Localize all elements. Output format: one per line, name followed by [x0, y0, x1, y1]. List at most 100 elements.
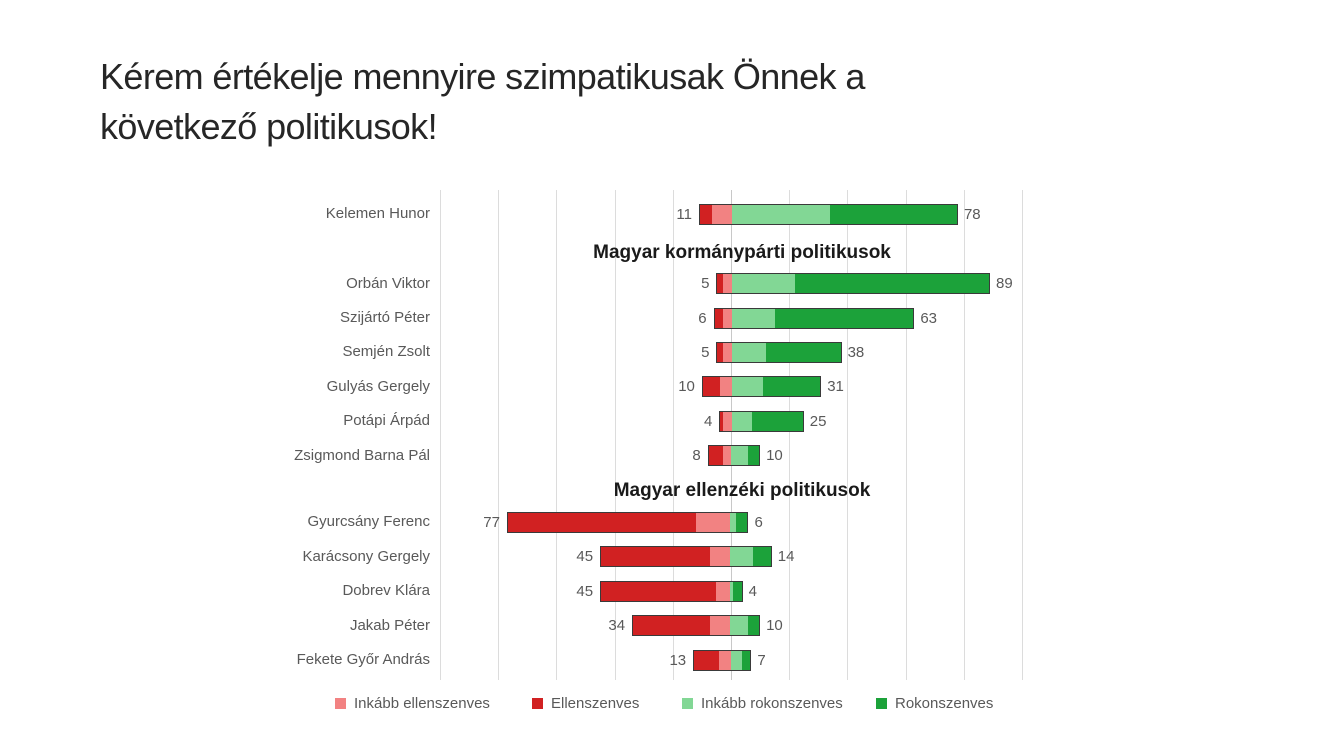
segment-inkabb-rokonszenves	[730, 547, 754, 566]
segment-inkabb-rokonszenves	[731, 204, 830, 224]
segment-rokonszenves	[751, 411, 803, 431]
segment-inkabb-rokonszenves	[730, 650, 742, 670]
segment-rokonszenves	[753, 547, 771, 566]
gridline	[672, 190, 674, 680]
category-label: Zsigmond Barna Pál	[294, 446, 430, 464]
section-header: Magyar kormánypárti politikusok	[593, 242, 891, 263]
value-label-positive: 10	[766, 447, 783, 465]
category-label: Gyurcsány Ferenc	[307, 513, 430, 530]
segment-ellenszenves	[720, 411, 724, 431]
segment-inkabb-rokonszenves	[731, 446, 748, 466]
value-label-positive: 31	[827, 378, 844, 396]
gridline	[614, 190, 616, 680]
value-label-negative: 34	[608, 617, 626, 634]
segment-rokonszenves	[762, 377, 821, 397]
value-label-positive: 38	[847, 343, 865, 361]
value-label-negative: 45	[576, 548, 594, 565]
category-label: Karácsony Gergely	[302, 547, 430, 565]
segment-ellenszenves	[717, 342, 724, 362]
value-label-positive: 10	[766, 617, 783, 634]
value-label-positive: 89	[995, 275, 1013, 292]
gridline	[556, 190, 558, 680]
segment-inkabb-ellenszenves	[723, 411, 732, 431]
segment-inkabb-ellenszenves	[720, 377, 732, 397]
segment-rokonszenves	[747, 616, 760, 635]
value-label-positive: 7	[757, 651, 766, 669]
segment-ellenszenves	[601, 581, 716, 601]
bar-kelemen-hunor	[698, 203, 958, 225]
segment-rokonszenves	[741, 650, 751, 670]
segment-rokonszenves	[733, 581, 742, 601]
bar-orb-n-viktor	[716, 273, 990, 294]
segment-ellenszenves	[714, 308, 724, 328]
legend-swatch-icon	[682, 697, 693, 709]
axis-zero-line	[731, 190, 732, 680]
segment-ellenszenves	[702, 377, 721, 397]
legend-label: Rokonszenves	[895, 694, 994, 712]
segment-inkabb-rokonszenves	[730, 616, 748, 635]
segment-rokonszenves	[795, 274, 989, 293]
category-label: Kelemen Hunor	[325, 205, 430, 222]
segment-ellenszenves	[694, 650, 720, 670]
segment-inkabb-rokonszenves	[731, 342, 767, 362]
segment-inkabb-rokonszenves	[731, 274, 796, 293]
bar-jakab-p-ter	[632, 615, 761, 636]
gridline	[789, 190, 791, 680]
segment-inkabb-ellenszenves	[722, 446, 732, 466]
segment-inkabb-rokonszenves	[731, 377, 763, 397]
segment-rokonszenves	[735, 512, 748, 532]
value-label-negative: 45	[576, 582, 594, 600]
segment-rokonszenves	[766, 342, 841, 362]
gridline	[847, 190, 849, 680]
legend-label: Inkább ellenszenves	[354, 694, 490, 712]
legend-label: Ellenszenves	[551, 694, 640, 712]
segment-inkabb-rokonszenves	[730, 581, 734, 601]
segment-ellenszenves	[717, 274, 724, 293]
category-label: Gulyás Gergely	[326, 377, 430, 395]
bar-kar-csony-gergely	[600, 546, 772, 567]
section-header: Magyar ellenzéki politikusok	[613, 480, 871, 501]
legend-swatch-icon	[532, 697, 543, 709]
value-label-negative: 13	[669, 651, 687, 669]
segment-rokonszenves	[775, 308, 914, 328]
segment-inkabb-rokonszenves	[731, 411, 752, 431]
category-label: Orbán Viktor	[346, 274, 430, 292]
segment-inkabb-ellenszenves	[710, 616, 731, 635]
value-label-negative: 4	[704, 412, 713, 430]
value-label-positive: 4	[748, 582, 757, 600]
bar-zsigmond-barna-p-l	[707, 445, 761, 467]
value-label-negative: 8	[692, 447, 701, 465]
segment-inkabb-ellenszenves	[695, 512, 731, 532]
category-label: Fekete Győr András	[296, 651, 430, 668]
category-label: Potápi Árpád	[343, 412, 430, 430]
bar-semj-n-zsolt	[716, 341, 842, 363]
bar-guly-s-gergely	[701, 376, 822, 398]
legend-item-ellenszenves: Ellenszenves	[532, 693, 639, 713]
category-label: Szijártó Péter	[339, 309, 430, 326]
legend-swatch-icon	[335, 697, 346, 709]
gridline	[440, 190, 441, 680]
bar-gyurcs-ny-ferenc	[506, 511, 749, 533]
gridline	[498, 190, 500, 680]
segment-inkabb-ellenszenves	[715, 581, 731, 601]
segment-inkabb-ellenszenves	[719, 650, 731, 670]
category-label: Jakab Péter	[349, 616, 430, 634]
value-label-negative: 77	[483, 513, 500, 531]
segment-ellenszenves	[507, 512, 696, 532]
legend-item-inkabb-ellenszenves: Inkább ellenszenves	[335, 693, 490, 713]
bar-dobrev-kl-ra	[600, 580, 743, 602]
legend-item-inkabb-rokonszenves: Inkább rokonszenves	[682, 693, 843, 713]
bar-fekete-gy-r-andr-s	[693, 649, 752, 671]
value-label-positive: 25	[809, 412, 827, 430]
value-label-negative: 11	[676, 205, 692, 223]
segment-inkabb-ellenszenves	[711, 204, 732, 224]
legend-label: Inkább rokonszenves	[701, 694, 843, 712]
chart-title: Kérem értékelje mennyire szimpatikusak Ö…	[100, 56, 865, 147]
value-label-positive: 63	[920, 309, 938, 327]
segment-inkabb-rokonszenves	[731, 308, 776, 328]
bar-szij-rt-p-ter	[713, 307, 915, 329]
value-label-positive: 14	[777, 548, 795, 565]
segment-rokonszenves	[747, 446, 760, 466]
legend-swatch-icon	[876, 697, 887, 709]
